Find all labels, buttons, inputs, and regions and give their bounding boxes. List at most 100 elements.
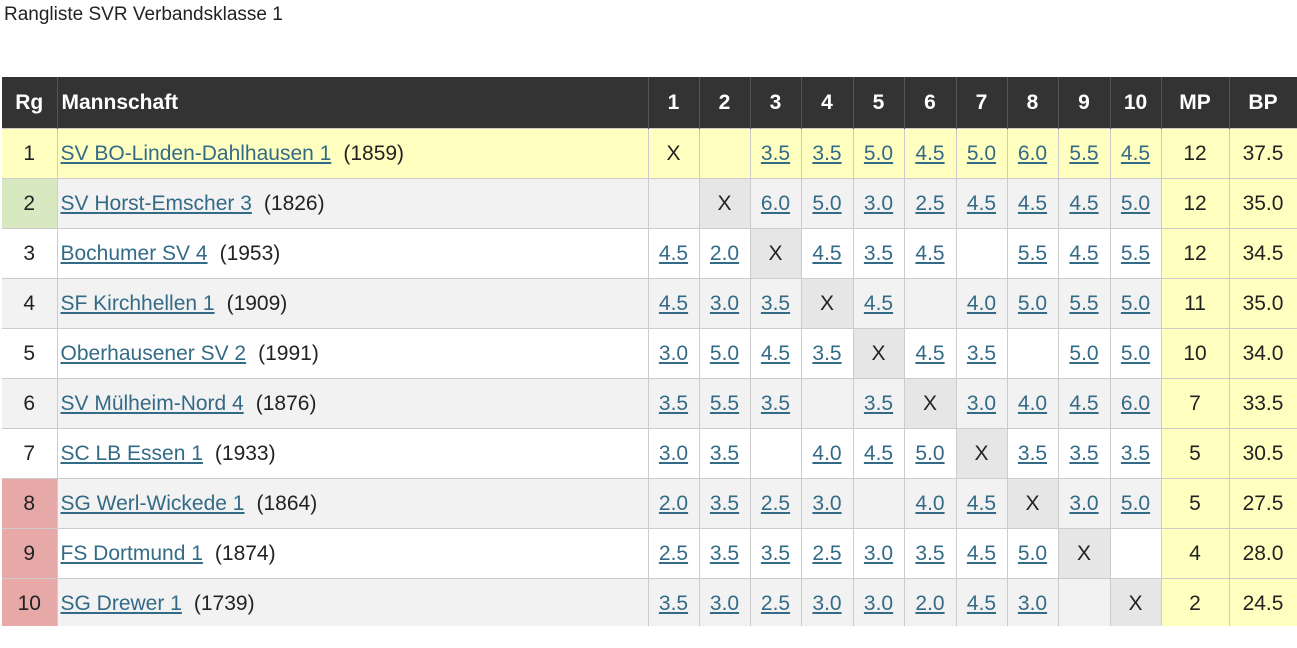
score-link[interactable]: 5.5 (709, 391, 740, 415)
rank-cell: 2 (2, 178, 58, 229)
score-cell: 4.0 (1007, 378, 1059, 429)
score-link[interactable]: 3.5 (812, 141, 842, 165)
score-link[interactable]: 3.5 (709, 441, 740, 465)
score-link[interactable]: 5.0 (1120, 341, 1151, 365)
score-link[interactable]: 5.0 (1017, 291, 1048, 315)
score-link[interactable]: 3.0 (1017, 591, 1048, 615)
team-link[interactable]: Bochumer SV 4 (60, 241, 208, 265)
score-link[interactable]: 5.5 (1017, 241, 1048, 265)
team-link[interactable]: SG Werl-Wickede 1 (60, 491, 245, 515)
score-link[interactable]: 6.0 (760, 191, 791, 215)
score-link[interactable]: 3.5 (863, 391, 894, 415)
score-link[interactable]: 4.0 (1017, 391, 1048, 415)
score-link[interactable]: 3.5 (1069, 441, 1099, 465)
score-link[interactable]: 2.5 (760, 591, 791, 615)
score-link[interactable]: 5.0 (1120, 191, 1151, 215)
score-link[interactable]: 4.5 (658, 291, 689, 315)
score-link[interactable]: 4.5 (966, 191, 997, 215)
score-link[interactable]: 3.0 (966, 391, 997, 415)
score-link[interactable]: 3.0 (863, 591, 894, 615)
score-link[interactable]: 5.0 (1069, 341, 1099, 365)
score-link[interactable]: 5.5 (1069, 291, 1099, 315)
score-link[interactable]: 2.5 (812, 541, 842, 565)
score-link[interactable]: 5.0 (1120, 491, 1151, 515)
score-link[interactable]: 3.5 (915, 541, 945, 565)
score-link[interactable]: 4.0 (915, 491, 945, 515)
score-link[interactable]: 5.5 (1120, 241, 1151, 265)
score-link[interactable]: 3.5 (863, 241, 894, 265)
score-link[interactable]: 4.5 (1120, 141, 1151, 165)
score-link[interactable]: 4.5 (966, 491, 997, 515)
score-link[interactable]: 3.0 (812, 591, 842, 615)
score-link[interactable]: 3.0 (658, 341, 689, 365)
score-link[interactable]: 3.0 (658, 441, 689, 465)
score-link[interactable]: 4.5 (966, 591, 997, 615)
score-link[interactable]: 3.5 (709, 541, 740, 565)
score-link[interactable]: 3.0 (863, 541, 894, 565)
score-link[interactable]: 3.0 (812, 491, 842, 515)
score-link[interactable]: 4.5 (1069, 241, 1099, 265)
score-link[interactable]: 4.5 (915, 241, 945, 265)
score-link[interactable]: 5.0 (966, 141, 997, 165)
board-points-cell: 27.5 (1229, 478, 1297, 529)
score-link[interactable]: 5.0 (812, 191, 842, 215)
score-link[interactable]: 3.5 (709, 491, 740, 515)
score-link[interactable]: 4.5 (1017, 191, 1048, 215)
score-link[interactable]: 3.5 (1017, 441, 1048, 465)
score-link[interactable]: 5.0 (1120, 291, 1151, 315)
team-link[interactable]: SC LB Essen 1 (60, 441, 203, 465)
score-link[interactable]: 3.5 (966, 341, 997, 365)
score-link[interactable]: 2.5 (658, 541, 689, 565)
score-link[interactable]: 4.5 (966, 541, 997, 565)
score-link[interactable]: 4.5 (915, 141, 945, 165)
team-rating: (1876) (255, 391, 317, 415)
score-link[interactable]: 4.0 (812, 441, 842, 465)
score-link[interactable]: 3.5 (760, 141, 791, 165)
team-link[interactable]: FS Dortmund 1 (60, 541, 203, 565)
score-link[interactable]: 3.5 (760, 541, 791, 565)
score-link[interactable]: 3.5 (658, 391, 689, 415)
team-link[interactable]: SF Kirchhellen 1 (60, 291, 215, 315)
score-link[interactable]: 5.0 (863, 141, 894, 165)
team-link[interactable]: SV Horst-Emscher 3 (60, 191, 252, 215)
score-link[interactable]: 4.5 (760, 341, 791, 365)
score-link[interactable]: 3.0 (709, 591, 740, 615)
score-link[interactable]: 4.5 (863, 441, 894, 465)
team-rating: (1933) (214, 441, 276, 465)
team-link[interactable]: Oberhausener SV 2 (60, 341, 247, 365)
score-link[interactable]: 6.0 (1017, 141, 1048, 165)
score-cell: 2.5 (801, 528, 854, 579)
score-link[interactable]: 5.0 (915, 441, 945, 465)
score-link[interactable]: 6.0 (1120, 391, 1151, 415)
score-link[interactable]: 3.0 (1069, 491, 1099, 515)
score-link[interactable]: 4.5 (915, 341, 945, 365)
score-link[interactable]: 2.0 (915, 591, 945, 615)
score-link[interactable]: 3.0 (863, 191, 894, 215)
score-link[interactable]: 3.0 (709, 291, 740, 315)
score-link[interactable]: 5.0 (1017, 541, 1048, 565)
score-link[interactable]: 2.5 (760, 491, 791, 515)
score-link[interactable]: 4.5 (1069, 191, 1099, 215)
score-link[interactable]: 3.5 (1120, 441, 1151, 465)
score-cell: 4.5 (904, 128, 957, 179)
score-link[interactable]: 3.5 (760, 391, 791, 415)
score-link[interactable]: 4.5 (812, 241, 842, 265)
score-link[interactable]: 3.5 (658, 591, 689, 615)
score-link[interactable]: 4.0 (966, 291, 997, 315)
team-link[interactable]: SV BO-Linden-Dahlhausen 1 (60, 141, 332, 165)
score-link[interactable]: 5.0 (709, 341, 740, 365)
score-link[interactable]: 4.5 (1069, 391, 1099, 415)
self-match-cell: X (956, 428, 1008, 479)
score-link[interactable]: 3.5 (812, 341, 842, 365)
team-link[interactable]: SG Drewer 1 (60, 591, 182, 615)
score-link[interactable]: 4.5 (863, 291, 894, 315)
score-link[interactable]: 2.5 (915, 191, 945, 215)
score-link[interactable]: 5.5 (1069, 141, 1099, 165)
score-cell: 2.5 (750, 478, 802, 529)
team-link[interactable]: SV Mülheim-Nord 4 (60, 391, 244, 415)
score-cell: 4.5 (956, 478, 1008, 529)
score-link[interactable]: 4.5 (658, 241, 689, 265)
score-link[interactable]: 2.0 (658, 491, 689, 515)
score-link[interactable]: 3.5 (760, 291, 791, 315)
score-link[interactable]: 2.0 (709, 241, 740, 265)
